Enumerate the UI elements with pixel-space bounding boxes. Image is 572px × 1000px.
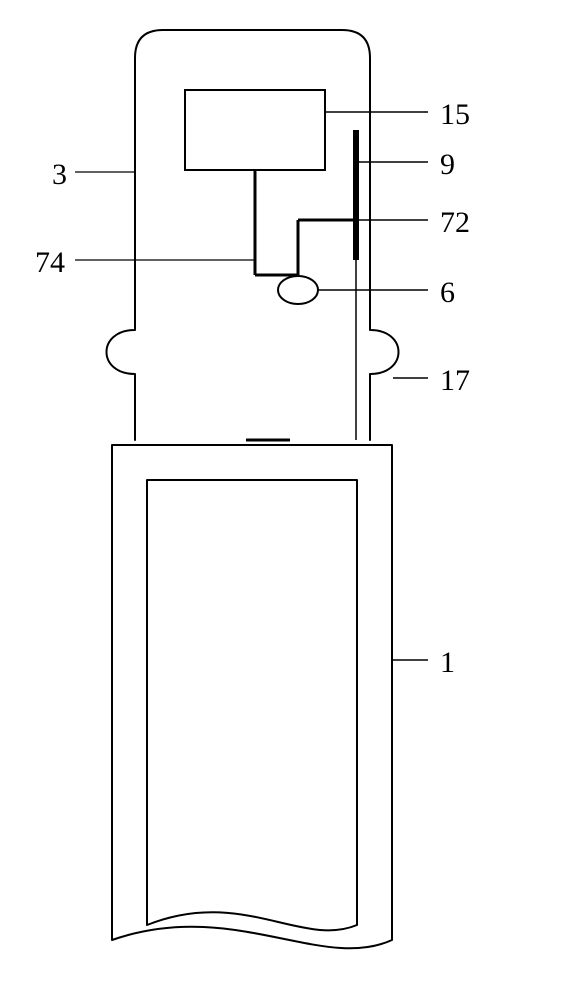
label-17: 17 [440, 364, 470, 398]
label-3: 3 [52, 158, 67, 192]
label-9: 9 [440, 148, 455, 182]
label-72: 72 [440, 206, 470, 240]
label-6: 6 [440, 276, 455, 310]
technical-diagram [0, 0, 572, 1000]
label-1: 1 [440, 646, 455, 680]
label-74: 74 [35, 246, 65, 280]
label-15: 15 [440, 98, 470, 132]
